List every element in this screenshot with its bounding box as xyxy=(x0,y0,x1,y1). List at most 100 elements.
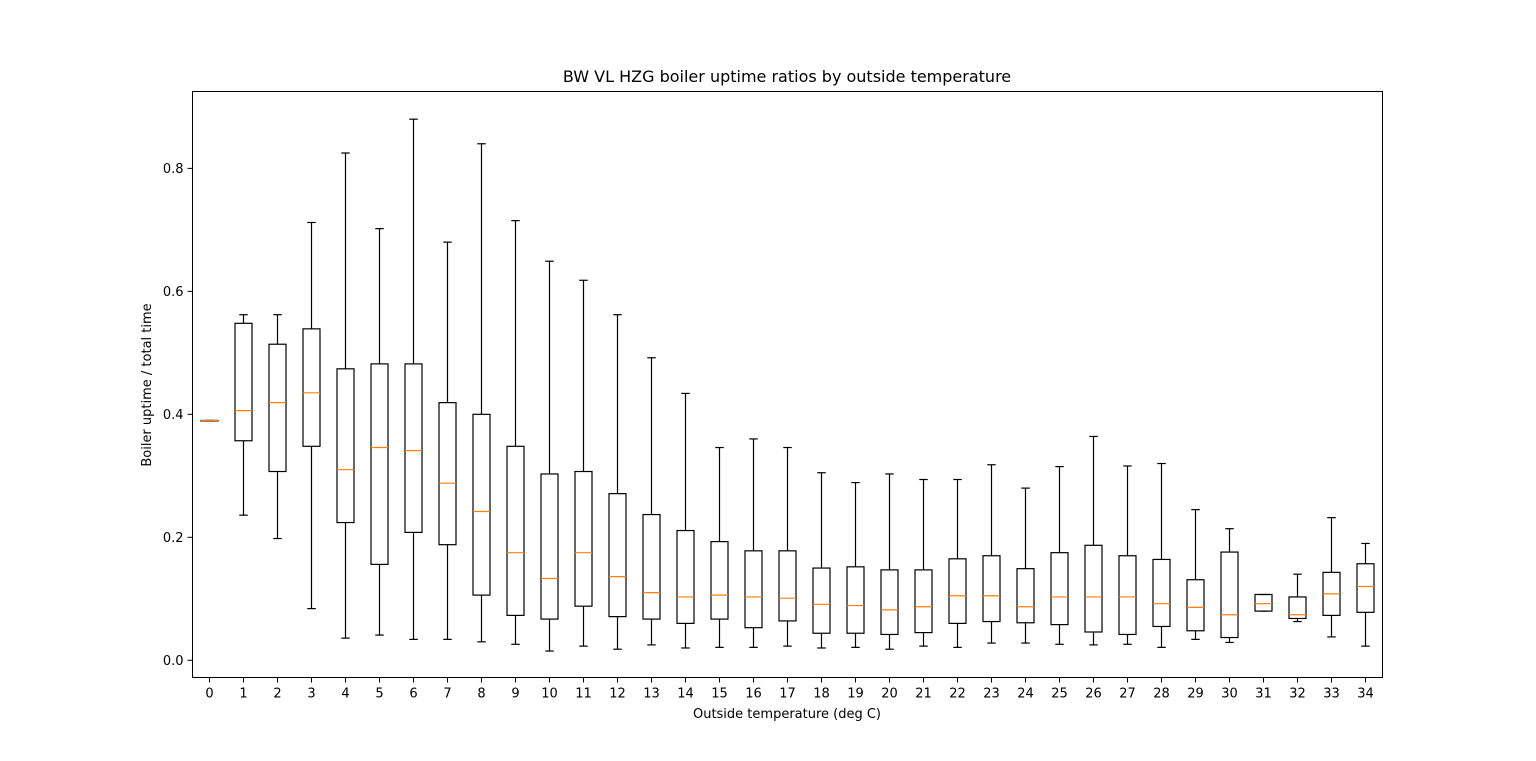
x-tick-label: 2 xyxy=(273,687,281,702)
iqr-box xyxy=(472,413,491,596)
x-tick-label: 4 xyxy=(341,687,349,702)
x-tick-label: 26 xyxy=(1085,687,1102,702)
x-axis: 0 1 2 3 4 5 6 7 8 9 10 11 12 13 14 15 16 17 18 19 20 21 22 23 24… xyxy=(205,677,1374,702)
iqr-box xyxy=(608,493,627,618)
x-tick-label: 1 xyxy=(239,687,247,702)
box-1 xyxy=(234,314,253,516)
box-27 xyxy=(1118,465,1137,645)
iqr-box xyxy=(982,555,1001,623)
iqr-box xyxy=(234,322,253,442)
box-3 xyxy=(302,221,321,610)
box-2 xyxy=(268,314,287,540)
x-tick-label: 20 xyxy=(881,687,898,702)
iqr-box xyxy=(812,567,831,634)
x-tick-label: 22 xyxy=(949,687,966,702)
iqr-box xyxy=(880,569,899,636)
x-tick-label: 21 xyxy=(915,687,932,702)
iqr-box xyxy=(1220,551,1239,639)
x-tick-label: 5 xyxy=(375,687,383,702)
box-8 xyxy=(472,143,491,643)
box-33 xyxy=(1322,517,1341,638)
x-tick-label: 15 xyxy=(711,687,728,702)
x-tick-label: 29 xyxy=(1187,687,1204,702)
x-tick-label: 10 xyxy=(541,687,558,702)
y-tick-label: 0.6 xyxy=(163,285,184,300)
iqr-box xyxy=(642,513,661,620)
box-20 xyxy=(880,473,899,650)
box-5 xyxy=(370,228,389,636)
x-tick-label: 0 xyxy=(205,687,213,702)
box-31 xyxy=(1254,593,1273,612)
box-18 xyxy=(812,472,831,649)
box-14 xyxy=(676,392,695,649)
y-axis: 0.0 0.2 0.4 0.6 0.8 xyxy=(163,162,193,669)
iqr-box xyxy=(1254,593,1273,612)
iqr-box xyxy=(914,569,933,634)
box-22 xyxy=(948,478,967,648)
x-tick-label: 31 xyxy=(1255,687,1272,702)
y-tick-label: 0.2 xyxy=(163,531,184,546)
box-30 xyxy=(1220,528,1239,644)
x-tick-label: 13 xyxy=(643,687,660,702)
box-34 xyxy=(1356,542,1375,647)
x-tick-label: 30 xyxy=(1221,687,1238,702)
box-4 xyxy=(336,152,355,639)
iqr-box xyxy=(268,343,287,473)
box-11 xyxy=(574,279,593,647)
box-16 xyxy=(744,438,763,648)
x-tick-label: 32 xyxy=(1289,687,1306,702)
iqr-box xyxy=(1152,558,1171,628)
box-28 xyxy=(1152,462,1171,648)
iqr-box xyxy=(1084,544,1103,633)
iqr-box xyxy=(948,558,967,624)
box-32 xyxy=(1288,573,1307,623)
iqr-box xyxy=(744,550,763,629)
iqr-box xyxy=(710,541,729,620)
box-21 xyxy=(914,478,933,647)
plot-area xyxy=(200,118,1375,652)
iqr-box xyxy=(1118,555,1137,636)
iqr-box xyxy=(336,368,355,524)
box-7 xyxy=(438,241,457,640)
box-15 xyxy=(710,446,729,648)
box-19 xyxy=(846,481,865,648)
y-tick-label: 0.4 xyxy=(163,408,184,423)
plot-frame xyxy=(192,91,1383,678)
iqr-box xyxy=(506,445,525,616)
x-tick-label: 8 xyxy=(477,687,485,702)
box-17 xyxy=(778,446,797,647)
iqr-box xyxy=(1356,563,1375,613)
y-tick-label: 0.8 xyxy=(163,162,184,177)
iqr-box xyxy=(1288,596,1307,620)
x-tick-label: 12 xyxy=(609,687,626,702)
y-tick-label: 0.0 xyxy=(163,654,184,669)
box-13 xyxy=(642,357,661,646)
box-25 xyxy=(1050,465,1069,645)
iqr-box xyxy=(540,473,559,620)
x-tick-label: 19 xyxy=(847,687,864,702)
box-24 xyxy=(1016,487,1035,644)
x-tick-label: 16 xyxy=(745,687,762,702)
iqr-box xyxy=(302,328,321,447)
x-tick-label: 27 xyxy=(1119,687,1136,702)
box-23 xyxy=(982,464,1001,644)
x-axis-label: Outside temperature (deg C) xyxy=(693,707,881,722)
box-10 xyxy=(540,260,559,652)
x-tick-label: 28 xyxy=(1153,687,1170,702)
x-tick-label: 18 xyxy=(813,687,830,702)
iqr-box xyxy=(1016,568,1035,624)
iqr-box xyxy=(370,363,389,565)
x-tick-label: 7 xyxy=(443,687,451,702)
iqr-box xyxy=(1186,579,1205,632)
iqr-box xyxy=(404,363,423,533)
box-29 xyxy=(1186,509,1205,640)
x-tick-label: 25 xyxy=(1051,687,1068,702)
iqr-box xyxy=(846,566,865,634)
x-tick-label: 11 xyxy=(575,687,592,702)
iqr-box xyxy=(1050,552,1069,626)
x-tick-label: 3 xyxy=(307,687,315,702)
chart-title: BW VL HZG boiler uptime ratios by outsid… xyxy=(563,67,1011,86)
box-6 xyxy=(404,118,423,640)
x-tick-label: 23 xyxy=(983,687,1000,702)
